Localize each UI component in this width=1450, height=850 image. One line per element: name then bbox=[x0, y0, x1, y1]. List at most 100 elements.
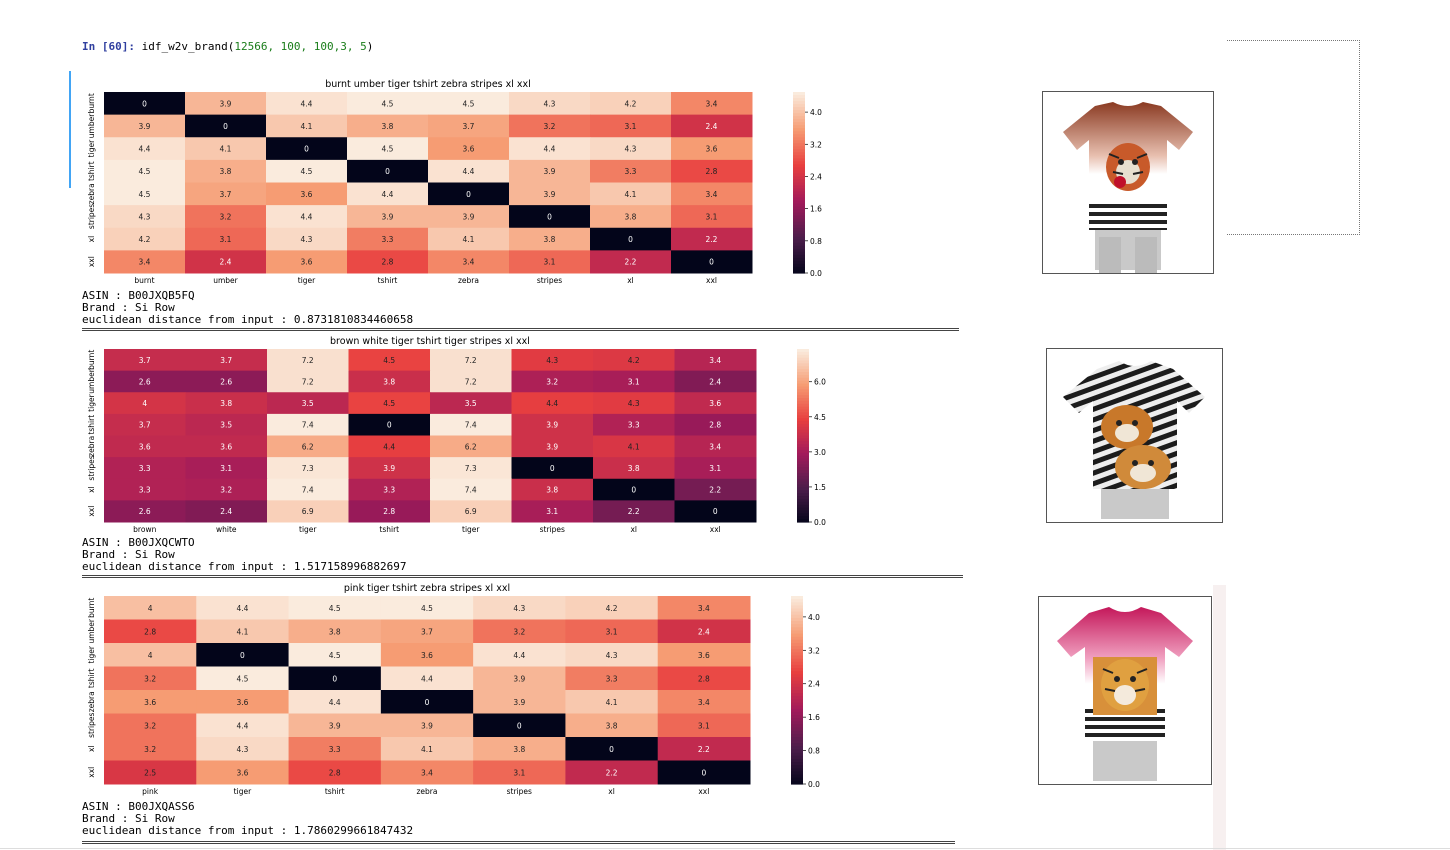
colorbar-segment bbox=[797, 380, 809, 385]
cell-value-label: 3.1 bbox=[220, 464, 232, 473]
cell-value-label: 4.4 bbox=[463, 167, 475, 176]
colorbar-segment bbox=[797, 421, 809, 425]
result-info-1: ASIN : B00JXQB5FQ Brand : Si Row euclidean… bbox=[82, 290, 413, 326]
row-label: zebra bbox=[87, 691, 96, 712]
colorbar-segment bbox=[797, 510, 809, 514]
cell-value-label: 3.9 bbox=[546, 442, 558, 451]
heatmap-cell bbox=[267, 349, 349, 372]
colorbar-segment bbox=[797, 409, 809, 414]
colorbar-segment bbox=[791, 668, 803, 672]
heatmap-cell bbox=[347, 159, 429, 183]
column-label: white bbox=[216, 525, 237, 534]
colorbar-segment bbox=[791, 652, 803, 657]
heatmap-cell bbox=[430, 500, 512, 523]
colorbar-segment bbox=[791, 674, 803, 679]
cell-value-label: 2.8 bbox=[698, 674, 710, 683]
colorbar-segment bbox=[793, 245, 805, 250]
heatmap-cell bbox=[430, 370, 512, 393]
cell-value-label: 2.5 bbox=[144, 768, 156, 777]
result-info-3: ASIN : B00JXQASS6 Brand : Si Row euclidean… bbox=[82, 801, 413, 837]
heatmap-cell bbox=[104, 713, 197, 738]
heatmap-cell bbox=[565, 713, 659, 738]
column-label: tshirt bbox=[379, 525, 399, 534]
colorbar-segment bbox=[793, 224, 805, 229]
colorbar-tick-label: 1.5 bbox=[814, 483, 826, 492]
colorbar-segment bbox=[791, 630, 803, 635]
colorbar-segment bbox=[791, 680, 803, 685]
heatmap-cell bbox=[473, 666, 566, 691]
cell-value-label: 7.4 bbox=[302, 486, 314, 495]
colorbar-segment bbox=[793, 266, 805, 271]
column-label: tiger bbox=[462, 525, 480, 534]
colorbar-segment bbox=[791, 643, 803, 647]
cell-value-label: 3.7 bbox=[139, 421, 151, 430]
heatmap-cell bbox=[104, 500, 186, 523]
colorbar-segment bbox=[797, 418, 809, 422]
cell-value-label: 3.3 bbox=[329, 745, 341, 754]
cell-value-label: 2.8 bbox=[382, 258, 394, 267]
colorbar-segment bbox=[797, 447, 809, 451]
cell-value-label: 7.4 bbox=[302, 421, 314, 430]
cell-value-label: 2.8 bbox=[706, 167, 718, 176]
cell-value-label: 0 bbox=[240, 651, 245, 660]
cell-value-label: 2.2 bbox=[709, 486, 721, 495]
cell-value-label: 4.1 bbox=[421, 745, 433, 754]
cell-value-label: 3.6 bbox=[144, 698, 156, 707]
colorbar-segment bbox=[793, 227, 805, 232]
result-separator bbox=[82, 575, 963, 578]
cell-value-label: 3.6 bbox=[301, 190, 313, 199]
heatmap-cell bbox=[104, 250, 186, 274]
row-label: tshirt bbox=[87, 668, 96, 688]
heatmap-3: pink tiger tshirt zebra stripes xl xxl 4 4… bbox=[87, 583, 820, 796]
heatmap-cell bbox=[657, 713, 751, 738]
colorbar-segment bbox=[791, 743, 803, 747]
heatmap-cell bbox=[185, 478, 268, 501]
heatmap-cell bbox=[347, 205, 429, 229]
heatmap-cell bbox=[671, 92, 753, 116]
colorbar-segment bbox=[797, 357, 809, 362]
heatmap-cell bbox=[509, 92, 591, 116]
heatmap-cell bbox=[590, 137, 672, 161]
colorbar-segment bbox=[797, 498, 809, 503]
heatmap-cell bbox=[511, 478, 594, 501]
colorbar-segment bbox=[797, 464, 809, 468]
heatmap-cell bbox=[473, 737, 566, 761]
cell-value-label: 3.4 bbox=[709, 442, 721, 451]
tiger-tshirt-icon bbox=[1063, 102, 1193, 273]
colorbar-tick-label: 3.2 bbox=[808, 646, 820, 655]
output-scrollbar-track[interactable] bbox=[1213, 585, 1226, 850]
cell-value-label: 2.2 bbox=[628, 507, 640, 516]
cell-value-label: 4.3 bbox=[628, 399, 640, 408]
colorbar-segment bbox=[793, 155, 805, 159]
colorbar-segment bbox=[797, 360, 809, 365]
heatmap-cell bbox=[565, 690, 659, 714]
colorbar-segment bbox=[793, 140, 805, 144]
colorbar-segment bbox=[797, 415, 809, 419]
heatmap-cell bbox=[671, 137, 753, 161]
cell-value-label: 4.5 bbox=[382, 99, 394, 108]
heatmap-cell bbox=[430, 435, 512, 458]
cell-value-label: 3.8 bbox=[220, 399, 232, 408]
colorbar-segment bbox=[797, 374, 809, 379]
heatmap-cell bbox=[348, 435, 431, 458]
cell-value-label: 3.9 bbox=[329, 721, 341, 730]
active-cell-indicator bbox=[69, 71, 71, 188]
heatmap-cell bbox=[428, 114, 510, 138]
code-cell-input[interactable]: In [60]: idf_w2v_brand(12566, 100, 100,3… bbox=[82, 40, 373, 53]
column-label: zebra bbox=[417, 787, 438, 796]
colorbar-segment bbox=[791, 755, 803, 760]
heatmap-cell bbox=[348, 478, 431, 501]
heatmap-cell bbox=[104, 114, 186, 138]
heatmap-cell bbox=[104, 457, 186, 480]
colorbar-segment bbox=[797, 475, 809, 480]
cell-value-label: 4.2 bbox=[628, 356, 640, 365]
heatmap-cell bbox=[657, 643, 751, 667]
output-scroll-frame bbox=[1227, 40, 1360, 235]
colorbar-segment bbox=[793, 92, 805, 96]
heatmap-cell bbox=[288, 596, 382, 620]
heatmap-cell bbox=[267, 413, 349, 436]
heatmap-cell bbox=[196, 737, 290, 761]
cell-value-label: 3.8 bbox=[382, 122, 394, 131]
cell-value-label: 3.8 bbox=[625, 212, 637, 221]
colorbar-segment bbox=[793, 158, 805, 162]
